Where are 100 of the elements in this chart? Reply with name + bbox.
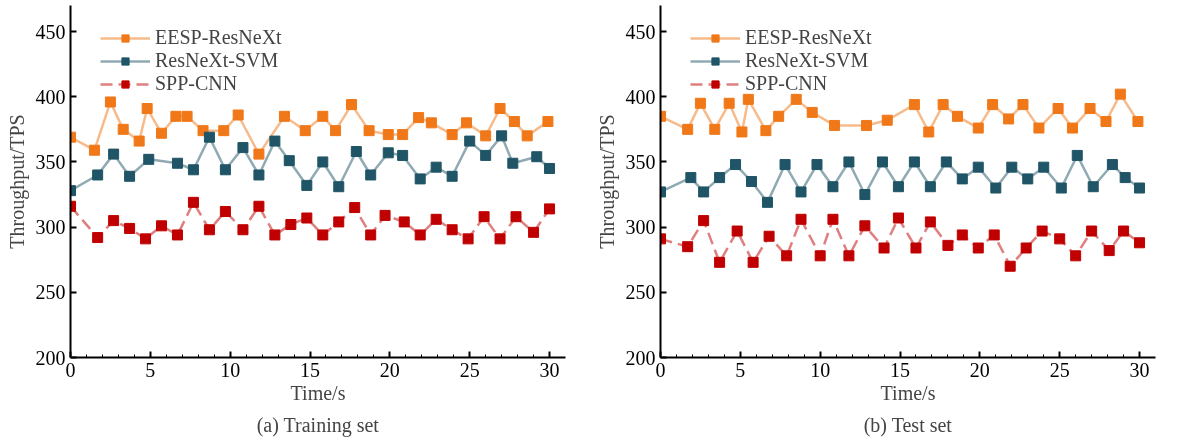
point <box>924 181 936 193</box>
point <box>843 156 855 168</box>
point <box>827 181 839 193</box>
x-tick-label: 15 <box>890 358 911 381</box>
point <box>203 224 215 236</box>
x-tick-label: 0 <box>65 358 76 381</box>
point <box>92 232 104 244</box>
point <box>363 125 375 137</box>
point <box>218 125 230 137</box>
point <box>464 135 476 147</box>
point <box>1003 113 1015 125</box>
point <box>1070 250 1082 262</box>
x-tick-label: 5 <box>735 358 746 381</box>
y-tick-label: 350 <box>35 150 66 173</box>
point <box>398 216 410 228</box>
point <box>910 242 922 254</box>
point <box>698 215 710 227</box>
point <box>446 129 458 141</box>
point <box>1084 102 1096 114</box>
point <box>1054 233 1066 245</box>
point <box>278 110 290 122</box>
point <box>987 99 999 111</box>
point <box>542 116 554 128</box>
point <box>496 130 508 142</box>
y-tick-label: 400 <box>35 85 66 108</box>
point <box>544 162 556 174</box>
point <box>714 172 726 184</box>
y-axis-title: Throughput/TPS <box>5 114 29 249</box>
point <box>942 239 954 251</box>
point <box>414 173 426 185</box>
point <box>730 159 742 171</box>
point <box>124 170 136 182</box>
point <box>117 123 129 135</box>
point <box>508 116 520 128</box>
point <box>237 142 249 154</box>
y-tick-label: 300 <box>35 216 66 239</box>
point <box>544 203 556 215</box>
y-axis-title: Throughput/TPS <box>595 114 619 249</box>
point <box>253 148 265 160</box>
point <box>1022 173 1034 185</box>
point <box>806 106 818 118</box>
point <box>685 172 697 184</box>
point <box>253 200 265 212</box>
point <box>795 213 807 225</box>
point <box>299 125 311 137</box>
point <box>990 182 1002 194</box>
point <box>1036 225 1048 237</box>
point <box>171 157 183 169</box>
point <box>881 114 893 126</box>
x-axis-title: Time/s <box>290 381 346 404</box>
point <box>156 220 168 232</box>
point <box>143 153 155 165</box>
y-tick-label: 300 <box>625 216 656 239</box>
point <box>108 148 120 160</box>
point <box>1118 225 1130 237</box>
point <box>531 151 543 163</box>
y-tick-label: 450 <box>625 20 656 43</box>
point <box>446 224 458 236</box>
point <box>937 99 949 111</box>
point <box>187 196 199 208</box>
x-tick-label: 30 <box>1129 358 1150 381</box>
point <box>494 102 506 114</box>
point <box>219 205 231 217</box>
point <box>528 226 540 238</box>
legend-label: SPP-CNN <box>745 72 828 95</box>
point <box>972 242 984 254</box>
point <box>988 229 1000 241</box>
point <box>723 97 735 109</box>
point <box>908 99 920 111</box>
y-tick-label: 450 <box>35 20 66 43</box>
legend-label: ResNeXt-SVM <box>745 49 869 72</box>
point <box>301 212 313 224</box>
point <box>317 110 329 122</box>
point <box>1006 161 1018 173</box>
point <box>1055 182 1067 194</box>
point <box>1017 99 1029 111</box>
point <box>346 99 358 111</box>
point <box>742 93 754 105</box>
point <box>709 123 721 135</box>
point <box>773 110 785 122</box>
point <box>781 250 793 262</box>
point <box>92 169 104 181</box>
point <box>694 97 706 109</box>
text: (b) Test set <box>863 413 953 437</box>
x-tick-label: 0 <box>655 358 666 381</box>
point <box>1132 116 1144 128</box>
point <box>1086 225 1098 237</box>
point <box>171 229 183 241</box>
point <box>521 130 533 142</box>
point <box>330 125 342 137</box>
point <box>860 119 872 131</box>
y-tick-label: 350 <box>625 150 656 173</box>
point <box>1052 102 1064 114</box>
point <box>682 123 694 135</box>
point <box>952 110 963 122</box>
legend-label: SPP-CNN <box>155 72 238 95</box>
point <box>253 169 265 181</box>
point <box>682 241 694 253</box>
point <box>181 110 193 122</box>
point <box>956 173 968 185</box>
